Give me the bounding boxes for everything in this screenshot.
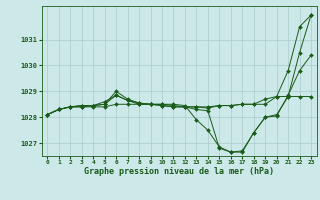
X-axis label: Graphe pression niveau de la mer (hPa): Graphe pression niveau de la mer (hPa) bbox=[84, 167, 274, 176]
